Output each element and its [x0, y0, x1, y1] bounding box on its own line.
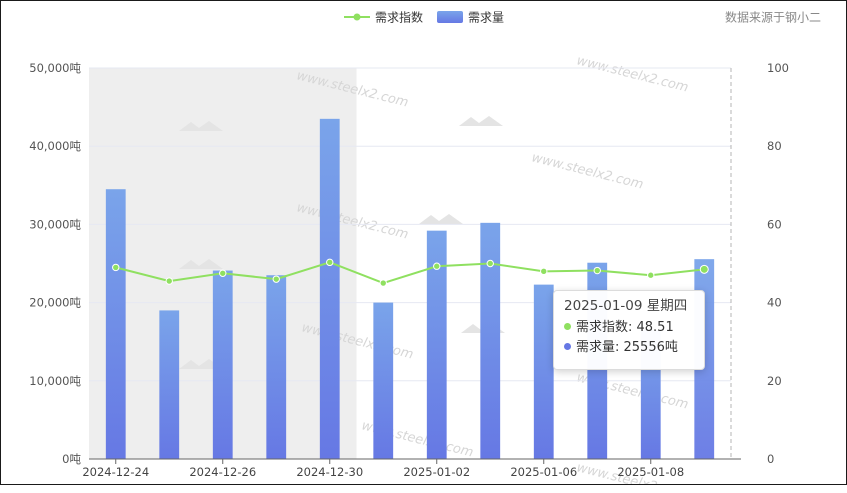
x-tick-label: 2025-01-02	[403, 465, 470, 479]
bar[interactable]	[480, 222, 501, 459]
line-point[interactable]	[219, 269, 227, 277]
line-point[interactable]	[699, 264, 709, 274]
line-point[interactable]	[647, 271, 655, 279]
y-left-tick-label: 20,000吨	[29, 296, 81, 310]
hover-tooltip: 2025-01-09 星期四 需求指数: 48.51 需求量: 25556吨	[553, 290, 705, 370]
tooltip-line-text: 需求指数: 48.51	[576, 320, 674, 335]
watermark-logo-icon	[419, 214, 463, 224]
x-tick-label: 2025-01-08	[617, 465, 684, 479]
tooltip-title: 2025-01-09 星期四	[564, 298, 688, 314]
y-left-tick-label: 10,000吨	[29, 374, 81, 388]
bar[interactable]	[373, 302, 394, 459]
watermark-text: www.steelx2.com	[530, 150, 645, 192]
legend-item-line[interactable]: 需求指数	[344, 10, 423, 25]
legend-bar-swatch	[437, 11, 463, 23]
y-left-tick-label: 30,000吨	[29, 217, 81, 231]
y-right-tick-label: 0	[767, 452, 774, 466]
tooltip-line-dot	[564, 323, 571, 330]
line-point[interactable]	[272, 275, 280, 283]
bar[interactable]	[212, 270, 233, 459]
y-right-tick-label: 100	[767, 61, 789, 75]
line-point[interactable]	[433, 262, 441, 270]
x-tick-label: 2024-12-24	[82, 465, 149, 479]
legend-line-marker	[353, 13, 361, 21]
legend-bar-label: 需求量	[468, 11, 504, 25]
line-point[interactable]	[540, 267, 548, 276]
line-layer[interactable]	[112, 258, 709, 287]
tooltip-bar-row: 需求量: 25556吨	[564, 338, 694, 358]
y-left-tick-label: 50,000吨	[29, 61, 81, 75]
legend-item-bar[interactable]: 需求量	[437, 11, 504, 25]
axis-layer: 0吨 0 10,000吨 20 20,000吨 40 30,000吨 60 40,000吨 80 5…	[29, 61, 789, 479]
line-series-path	[115, 261, 705, 285]
data-source-note: 数据来源于钢小二	[725, 10, 821, 25]
bar[interactable]	[533, 284, 554, 459]
y-right-tick-label: 80	[767, 139, 782, 153]
grid-layer	[89, 67, 731, 382]
line-point[interactable]	[593, 266, 601, 275]
y-left-tick-label: 0吨	[62, 452, 81, 466]
line-point[interactable]	[326, 258, 334, 267]
chart-canvas: www.steelx2.com www.steelx2.comwww.steelx…	[29, 10, 821, 485]
legend[interactable]: 需求指数 需求量	[344, 10, 504, 25]
tooltip-bar-text: 需求量: 25556吨	[576, 340, 678, 355]
line-point[interactable]	[379, 279, 387, 287]
bar[interactable]	[319, 118, 340, 459]
line-point[interactable]	[165, 277, 173, 285]
x-tick-label: 2024-12-30	[296, 465, 363, 479]
line-point[interactable]	[486, 259, 494, 268]
watermark-logo-icon	[179, 121, 223, 131]
watermark-logo-icon	[179, 359, 223, 369]
x-tick-label: 2024-12-26	[189, 465, 256, 479]
legend-line-label: 需求指数	[375, 10, 423, 25]
tooltip-bar-dot	[564, 343, 571, 350]
watermark-logo-icon	[459, 116, 503, 126]
x-tick-label: 2025-01-06	[510, 465, 577, 479]
watermark-text: www.steelx2.com	[575, 53, 690, 95]
y-right-tick-label: 60	[767, 217, 782, 231]
y-right-tick-label: 20	[767, 374, 782, 388]
y-right-tick-label: 40	[767, 296, 782, 310]
tooltip-line-row: 需求指数: 48.51	[564, 318, 694, 338]
watermark-logo-icon	[179, 259, 223, 269]
bar[interactable]	[159, 310, 180, 459]
bar[interactable]	[266, 275, 287, 459]
bar[interactable]	[105, 189, 126, 459]
bar[interactable]	[426, 230, 447, 459]
line-point[interactable]	[112, 263, 120, 272]
y-left-tick-label: 40,000吨	[29, 139, 81, 153]
